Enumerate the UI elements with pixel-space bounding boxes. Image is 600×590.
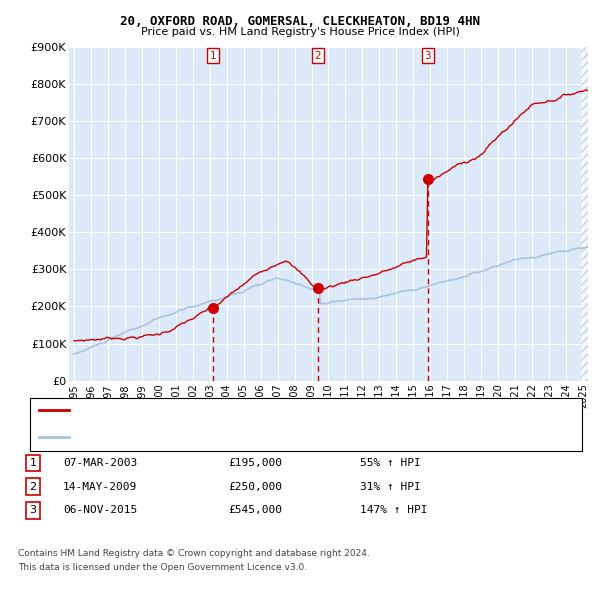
- Text: 20, OXFORD ROAD, GOMERSAL, CLECKHEATON, BD19 4HN: 20, OXFORD ROAD, GOMERSAL, CLECKHEATON, …: [120, 15, 480, 28]
- Text: £250,000: £250,000: [228, 482, 282, 491]
- Text: Contains HM Land Registry data © Crown copyright and database right 2024.: Contains HM Land Registry data © Crown c…: [18, 549, 370, 558]
- Text: £545,000: £545,000: [228, 506, 282, 515]
- Text: 14-MAY-2009: 14-MAY-2009: [63, 482, 137, 491]
- Text: 3: 3: [424, 51, 431, 61]
- Text: 55% ↑ HPI: 55% ↑ HPI: [360, 458, 421, 468]
- Text: Price paid vs. HM Land Registry's House Price Index (HPI): Price paid vs. HM Land Registry's House …: [140, 27, 460, 37]
- Text: 31% ↑ HPI: 31% ↑ HPI: [360, 482, 421, 491]
- Text: £195,000: £195,000: [228, 458, 282, 468]
- Text: 3: 3: [29, 506, 37, 515]
- Text: 2: 2: [29, 482, 37, 491]
- Polygon shape: [581, 47, 588, 381]
- Text: 1: 1: [209, 51, 216, 61]
- Text: 2: 2: [314, 51, 321, 61]
- Text: 147% ↑ HPI: 147% ↑ HPI: [360, 506, 427, 515]
- Text: 20, OXFORD ROAD, GOMERSAL, CLECKHEATON, BD19 4HN (detached house): 20, OXFORD ROAD, GOMERSAL, CLECKHEATON, …: [75, 405, 476, 415]
- Text: 07-MAR-2003: 07-MAR-2003: [63, 458, 137, 468]
- Text: 06-NOV-2015: 06-NOV-2015: [63, 506, 137, 515]
- Text: 1: 1: [29, 458, 37, 468]
- Text: HPI: Average price, detached house, Kirklees: HPI: Average price, detached house, Kirk…: [75, 432, 310, 441]
- Text: This data is licensed under the Open Government Licence v3.0.: This data is licensed under the Open Gov…: [18, 563, 307, 572]
